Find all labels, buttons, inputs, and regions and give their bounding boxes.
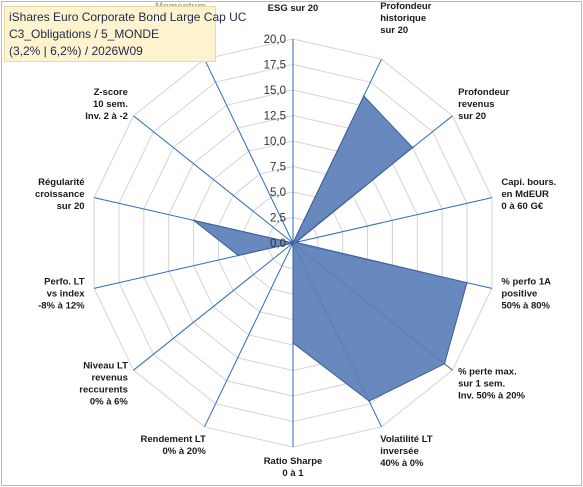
data-point xyxy=(192,219,195,222)
category-label: historique xyxy=(380,13,426,24)
axis-spoke xyxy=(133,242,294,371)
chart-title-box: iShares Euro Corporate Bond Large Cap UC… xyxy=(4,6,247,62)
tick-label: 5,0 xyxy=(270,187,286,199)
category-label: Niveau LT xyxy=(83,360,128,371)
radial-tick-labels: 0,0 2,5 5,0 7,5 10,0 12,5 15,0 17,5 20,0 xyxy=(264,34,286,250)
category-label: sur 20 xyxy=(458,111,486,122)
tick-label: 12,5 xyxy=(264,111,286,123)
tick-label: 15,0 xyxy=(264,85,286,97)
data-point xyxy=(292,242,294,244)
category-label: 50% à 80% xyxy=(501,300,550,311)
category-label: 40% à 0% xyxy=(380,458,424,469)
category-label: Z-score xyxy=(94,87,128,98)
axis-spoke xyxy=(292,197,493,244)
category-label: Profondeur xyxy=(458,87,509,98)
category-label: Régularité xyxy=(38,177,84,188)
data-point xyxy=(443,363,446,365)
category-label: 0% à 6% xyxy=(90,396,129,407)
category-label: 0 à 60 G€ xyxy=(501,201,543,212)
data-point xyxy=(368,400,370,402)
category-label: Rendement LT xyxy=(141,434,206,445)
category-label: Perfo. LT xyxy=(44,276,85,287)
tick-label: 10,0 xyxy=(264,136,286,148)
category-label: en MdEUR xyxy=(501,189,549,200)
category-label: vs index xyxy=(47,288,86,299)
chart-title-line1: iShares Euro Corporate Bond Large Cap UC xyxy=(9,10,247,24)
data-point xyxy=(237,254,240,257)
tick-label: 17,5 xyxy=(264,60,286,72)
category-label: -8% à 12% xyxy=(38,300,85,311)
series-area xyxy=(193,95,468,402)
category-label: Profondeur xyxy=(380,2,431,12)
category-label: positive xyxy=(501,288,537,299)
category-label: croissance xyxy=(35,189,85,200)
category-label: Inv. 2 à -2 xyxy=(85,111,128,122)
data-point xyxy=(363,95,365,97)
category-label: 0 à 1 xyxy=(282,468,304,479)
axis-spoke xyxy=(204,58,294,244)
category-label: Volatilité LT xyxy=(380,434,433,445)
tick-label: 2,5 xyxy=(270,213,286,225)
category-label: Ratio Sharpe xyxy=(264,456,323,467)
category-label: Inv. 50% à 20% xyxy=(458,390,525,401)
chart-title-line2: C3_Obligations / 5_MONDE xyxy=(9,27,160,41)
axis-spoke xyxy=(204,242,294,428)
category-label: Capi. bours. xyxy=(501,177,556,188)
category-label: % perfo 1A xyxy=(501,276,551,287)
tick-label: 20,0 xyxy=(264,34,286,46)
category-label: revenus xyxy=(458,99,494,110)
chart-title-line3: (3,2% | 6,2%) / 2026W09 xyxy=(9,44,143,58)
category-label: sur 20 xyxy=(380,25,408,36)
category-label: ESG sur 20 xyxy=(268,3,319,14)
data-point xyxy=(292,342,294,344)
data-point xyxy=(295,241,297,244)
category-label: 0% à 20% xyxy=(162,446,206,457)
data-point xyxy=(411,146,414,149)
category-label: 10 sem. xyxy=(93,99,128,110)
category-label: inversée xyxy=(380,446,419,457)
category-label: revenus xyxy=(91,372,127,383)
data-point xyxy=(466,281,468,284)
tick-label: 0,0 xyxy=(270,238,286,250)
category-label: % perte max. xyxy=(458,366,517,377)
axis-spoke xyxy=(133,115,294,244)
tick-label: 7,5 xyxy=(270,162,286,174)
category-label: sur 20 xyxy=(57,201,85,212)
category-label: sur 1 sem. xyxy=(458,378,505,389)
category-label: reccurents xyxy=(79,384,128,395)
radar-series xyxy=(192,95,468,402)
